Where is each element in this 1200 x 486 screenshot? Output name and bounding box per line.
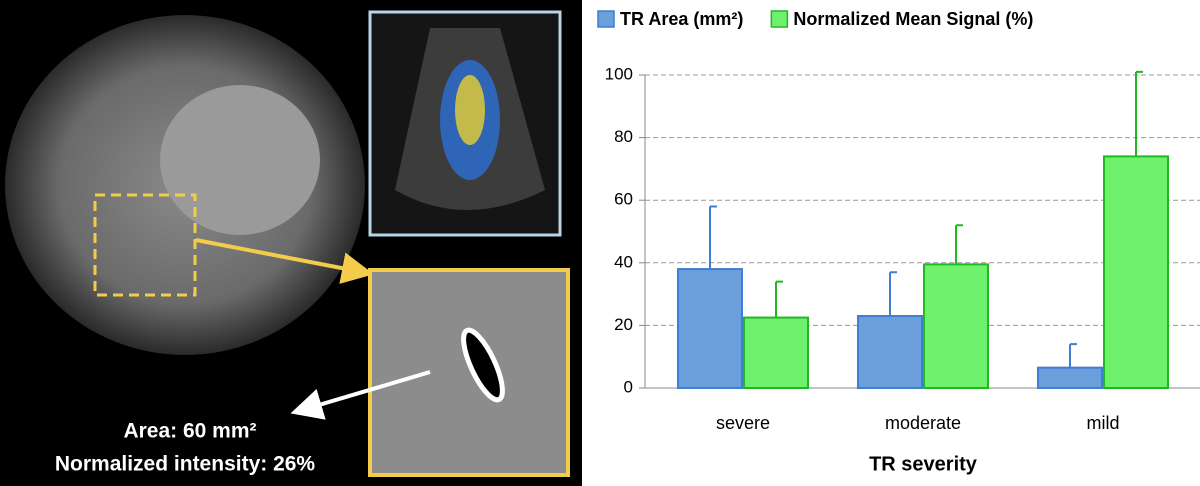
y-tick-label: 60 xyxy=(614,190,633,209)
error-bar xyxy=(889,271,897,317)
intensity-label: Normalized intensity: 26% xyxy=(55,453,316,476)
image-panel: Area: 60 mm² Normalized intensity: 26% xyxy=(0,0,582,486)
error-bar xyxy=(709,205,717,270)
legend-label: TR Area (mm²) xyxy=(620,9,743,29)
bar xyxy=(923,263,989,389)
error-bar xyxy=(955,224,963,265)
bar xyxy=(857,315,923,390)
segmented-jet xyxy=(461,327,505,403)
error-bar xyxy=(775,280,783,318)
roi-box xyxy=(93,193,197,297)
zoom-box xyxy=(368,268,570,477)
x-tick-label: severe xyxy=(716,413,770,433)
x-tick-label: moderate xyxy=(885,413,961,433)
error-bar xyxy=(1135,70,1143,157)
y-tick-label: 20 xyxy=(614,315,633,334)
y-tick-label: 100 xyxy=(605,64,633,83)
legend-label: Normalized Mean Signal (%) xyxy=(793,9,1033,29)
y-tick-label: 0 xyxy=(624,377,633,396)
y-tick-label: 40 xyxy=(614,252,633,271)
legend-swatch xyxy=(770,10,789,28)
result-arrow xyxy=(290,370,431,420)
bar xyxy=(743,316,809,390)
legend-swatch xyxy=(597,10,615,28)
mri-ventricle xyxy=(160,85,320,235)
bar xyxy=(677,268,743,389)
x-axis-label: TR severity xyxy=(869,453,978,475)
chart: 0 20 40 60 80 100 TR Area (mm²) Normalized Mean… xyxy=(597,9,1200,475)
zoom-arrow xyxy=(195,238,374,284)
x-tick-label: mild xyxy=(1086,413,1119,433)
area-label: Area: 60 mm² xyxy=(123,420,256,443)
echo-jet-core xyxy=(455,75,485,145)
bar xyxy=(1103,155,1169,389)
y-tick-label: 80 xyxy=(614,127,633,146)
error-bar xyxy=(1069,343,1077,368)
bar xyxy=(1037,366,1103,389)
